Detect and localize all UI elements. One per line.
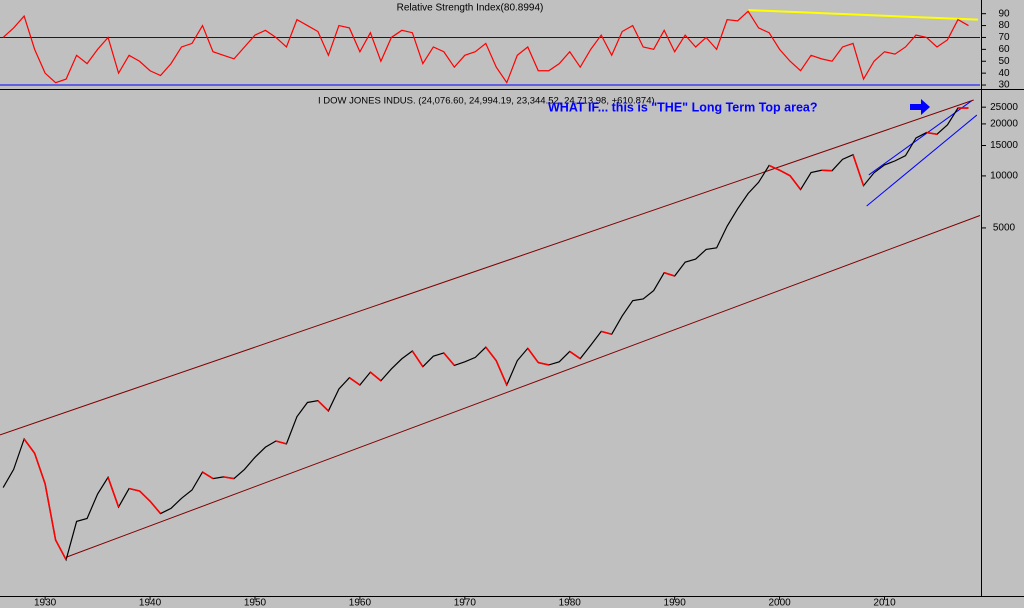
down-segment bbox=[569, 350, 581, 360]
y-tick-label: 20000 bbox=[990, 119, 1018, 130]
down-segment bbox=[348, 377, 361, 386]
down-segment bbox=[317, 400, 329, 412]
rsi-title: Relative Strength Index(80.8994) bbox=[397, 3, 544, 14]
y-tick-label: 70 bbox=[998, 32, 1010, 43]
down-segment bbox=[411, 350, 424, 368]
down-segment bbox=[223, 476, 235, 480]
x-tick-label: 2000 bbox=[768, 598, 791, 608]
y-tick-label: 15000 bbox=[990, 140, 1018, 151]
arrow bbox=[910, 99, 930, 115]
data-line bbox=[2, 10, 969, 84]
x-tick-label: 1970 bbox=[454, 598, 477, 608]
down-segment bbox=[538, 361, 549, 366]
down-segment bbox=[107, 477, 120, 508]
down-segment bbox=[768, 164, 780, 171]
y-tick-label: 90 bbox=[998, 8, 1010, 19]
down-segment bbox=[202, 471, 214, 480]
y-tick-label: 30 bbox=[998, 80, 1010, 91]
down-segment bbox=[926, 131, 938, 136]
x-tick-label: 1940 bbox=[139, 598, 162, 608]
down-segment bbox=[601, 330, 612, 336]
trend-line bbox=[748, 9, 978, 21]
down-segment bbox=[779, 169, 791, 177]
trend-line bbox=[866, 114, 978, 207]
x-tick-label: 2010 bbox=[873, 598, 896, 608]
down-segment bbox=[128, 487, 140, 492]
x-tick-label: 1930 bbox=[34, 598, 57, 608]
down-segment bbox=[789, 175, 802, 190]
down-segment bbox=[852, 154, 865, 186]
down-segment bbox=[495, 360, 508, 386]
down-segment bbox=[443, 352, 455, 366]
down-segment bbox=[369, 371, 382, 382]
down-segment bbox=[527, 347, 539, 364]
y-tick-label: 5000 bbox=[993, 223, 1016, 234]
trend-line bbox=[0, 99, 974, 436]
y-tick-label: 10000 bbox=[990, 171, 1018, 182]
price-title: I DOW JONES INDUS. (24,076.60, 24,994.19… bbox=[318, 96, 655, 107]
trend-line bbox=[65, 215, 981, 558]
down-segment bbox=[485, 346, 497, 362]
y-tick-label: 50 bbox=[998, 56, 1010, 67]
x-tick-label: 1980 bbox=[559, 598, 582, 608]
y-tick-label: 80 bbox=[998, 20, 1010, 31]
down-segment bbox=[44, 483, 57, 541]
y-tick-label: 40 bbox=[998, 68, 1010, 79]
x-tick-label: 1960 bbox=[349, 598, 372, 608]
down-segment bbox=[663, 271, 675, 277]
down-segment bbox=[149, 500, 162, 515]
x-tick-label: 1950 bbox=[244, 598, 267, 608]
down-segment bbox=[33, 453, 46, 485]
annotation: WHAT IF... this is "THE" Long Term Top a… bbox=[548, 100, 818, 114]
down-segment bbox=[138, 490, 151, 502]
y-tick-label: 25000 bbox=[990, 102, 1018, 113]
down-segment bbox=[23, 438, 36, 454]
y-tick-label: 60 bbox=[998, 44, 1010, 55]
x-tick-label: 1990 bbox=[664, 598, 687, 608]
down-segment bbox=[275, 440, 287, 445]
down-segment bbox=[54, 539, 67, 561]
